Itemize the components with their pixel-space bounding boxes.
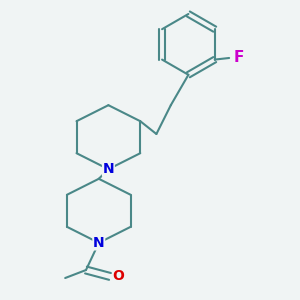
Text: N: N bbox=[103, 162, 114, 176]
Text: F: F bbox=[234, 50, 244, 65]
Text: N: N bbox=[93, 236, 105, 250]
Text: O: O bbox=[112, 269, 124, 284]
